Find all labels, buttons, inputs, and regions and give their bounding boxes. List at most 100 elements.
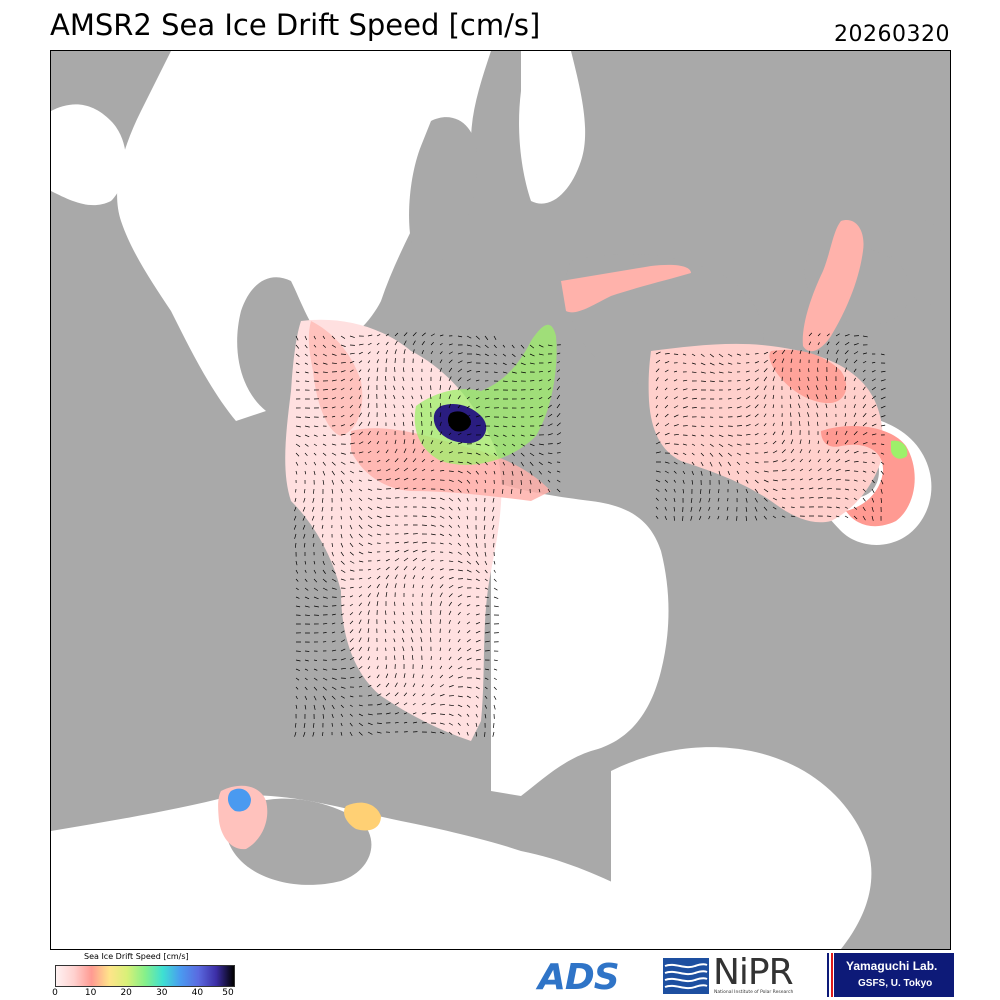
- drift-arrow: [349, 497, 352, 501]
- drift-arrow: [844, 488, 850, 491]
- drift-arrow: [844, 497, 849, 500]
- drift-arrow: [322, 353, 327, 357]
- drift-arrow: [321, 524, 324, 529]
- drift-arrow: [293, 524, 297, 530]
- colorbar-tick-50: 50: [222, 988, 234, 998]
- drift-arrow: [412, 340, 416, 346]
- drift-arrow: [322, 704, 326, 710]
- drift-arrow: [385, 673, 389, 679]
- drift-arrow: [376, 683, 381, 688]
- drift-arrow: [367, 619, 370, 625]
- drift-arrow: [349, 361, 355, 364]
- drift-arrow: [781, 421, 784, 427]
- drift-arrow: [691, 479, 694, 485]
- drift-arrow: [421, 349, 424, 355]
- drift-arrow: [655, 488, 660, 492]
- drift-arrow: [321, 497, 324, 503]
- drift-arrow: [457, 638, 461, 643]
- drift-arrow: [349, 461, 355, 464]
- drift-arrow: [430, 559, 435, 562]
- drift-arrow: [492, 506, 495, 512]
- drift-arrow: [349, 335, 355, 338]
- drift-arrow: [844, 413, 847, 418]
- drift-arrow: [664, 353, 670, 355]
- drift-arrow: [466, 524, 469, 529]
- drift-arrow: [727, 461, 731, 466]
- drift-arrow: [313, 578, 318, 583]
- drift-arrow: [430, 459, 434, 463]
- drift-arrow: [664, 488, 668, 492]
- drift-arrow: [655, 413, 659, 418]
- drift-arrow: [349, 369, 354, 373]
- drift-arrow: [367, 403, 370, 409]
- drift-arrow: [529, 344, 535, 349]
- drift-arrow: [880, 405, 886, 409]
- drift-arrow: [358, 506, 363, 511]
- drift-arrow: [484, 614, 490, 616]
- drift-arrow: [763, 451, 769, 454]
- drift-arrow: [538, 443, 544, 446]
- drift-arrow: [385, 592, 388, 598]
- drift-arrow: [781, 430, 784, 436]
- drift-arrow: [331, 388, 337, 391]
- drift-arrow: [754, 515, 758, 521]
- drift-arrow: [790, 386, 792, 391]
- drift-arrow: [844, 421, 847, 427]
- drift-arrow: [772, 431, 776, 436]
- drift-arrow: [853, 377, 856, 382]
- drift-arrow: [358, 722, 363, 727]
- drift-arrow: [402, 367, 405, 373]
- drift-arrow: [340, 569, 346, 573]
- drift-arrow: [511, 443, 516, 447]
- drift-arrow: [448, 731, 453, 735]
- drift-arrow: [457, 404, 461, 409]
- drift-arrow: [655, 515, 659, 519]
- drift-arrow: [736, 452, 741, 456]
- drift-arrow: [358, 586, 362, 589]
- drift-arrow: [664, 442, 670, 445]
- drift-arrow: [844, 334, 850, 337]
- drift-arrow: [394, 367, 396, 373]
- drift-arrow: [403, 557, 409, 562]
- drift-arrow: [349, 656, 355, 661]
- drift-arrow: [385, 349, 389, 355]
- drift-arrow: [700, 434, 704, 437]
- drift-arrow: [826, 458, 831, 463]
- drift-arrow: [402, 413, 405, 418]
- drift-arrow: [402, 655, 405, 661]
- drift-arrow: [502, 425, 508, 428]
- drift-arrow: [331, 379, 337, 382]
- drift-arrow: [402, 646, 405, 652]
- drift-arrow: [815, 385, 819, 391]
- drift-arrow: [493, 371, 498, 374]
- drift-arrow: [466, 423, 471, 427]
- drift-arrow: [727, 407, 733, 409]
- drift-arrow: [754, 479, 759, 484]
- drift-arrow: [358, 394, 362, 400]
- drift-arrow: [385, 458, 390, 463]
- drift-arrow: [798, 403, 801, 409]
- drift-arrow: [412, 721, 418, 724]
- drift-arrow: [331, 551, 334, 557]
- drift-arrow: [430, 430, 433, 436]
- drift-arrow: [789, 403, 792, 409]
- drift-arrow: [411, 377, 414, 382]
- drift-arrow: [862, 422, 867, 427]
- drift-arrow: [349, 515, 353, 520]
- drift-arrow: [430, 515, 436, 518]
- drift-arrow: [295, 362, 300, 365]
- drift-arrow: [700, 362, 706, 366]
- drift-arrow: [349, 629, 354, 634]
- drift-arrow: [349, 560, 355, 564]
- drift-arrow: [439, 460, 444, 463]
- drift-arrow: [304, 425, 310, 428]
- drift-arrow: [790, 430, 793, 436]
- drift-arrow: [835, 333, 840, 337]
- drift-arrow: [448, 394, 451, 400]
- drift-arrow: [862, 369, 866, 373]
- drift-arrow: [457, 524, 460, 528]
- drift-arrow: [520, 470, 523, 476]
- drift-arrow: [736, 397, 742, 400]
- drift-arrow: [430, 568, 434, 571]
- drift-arrow: [520, 344, 525, 349]
